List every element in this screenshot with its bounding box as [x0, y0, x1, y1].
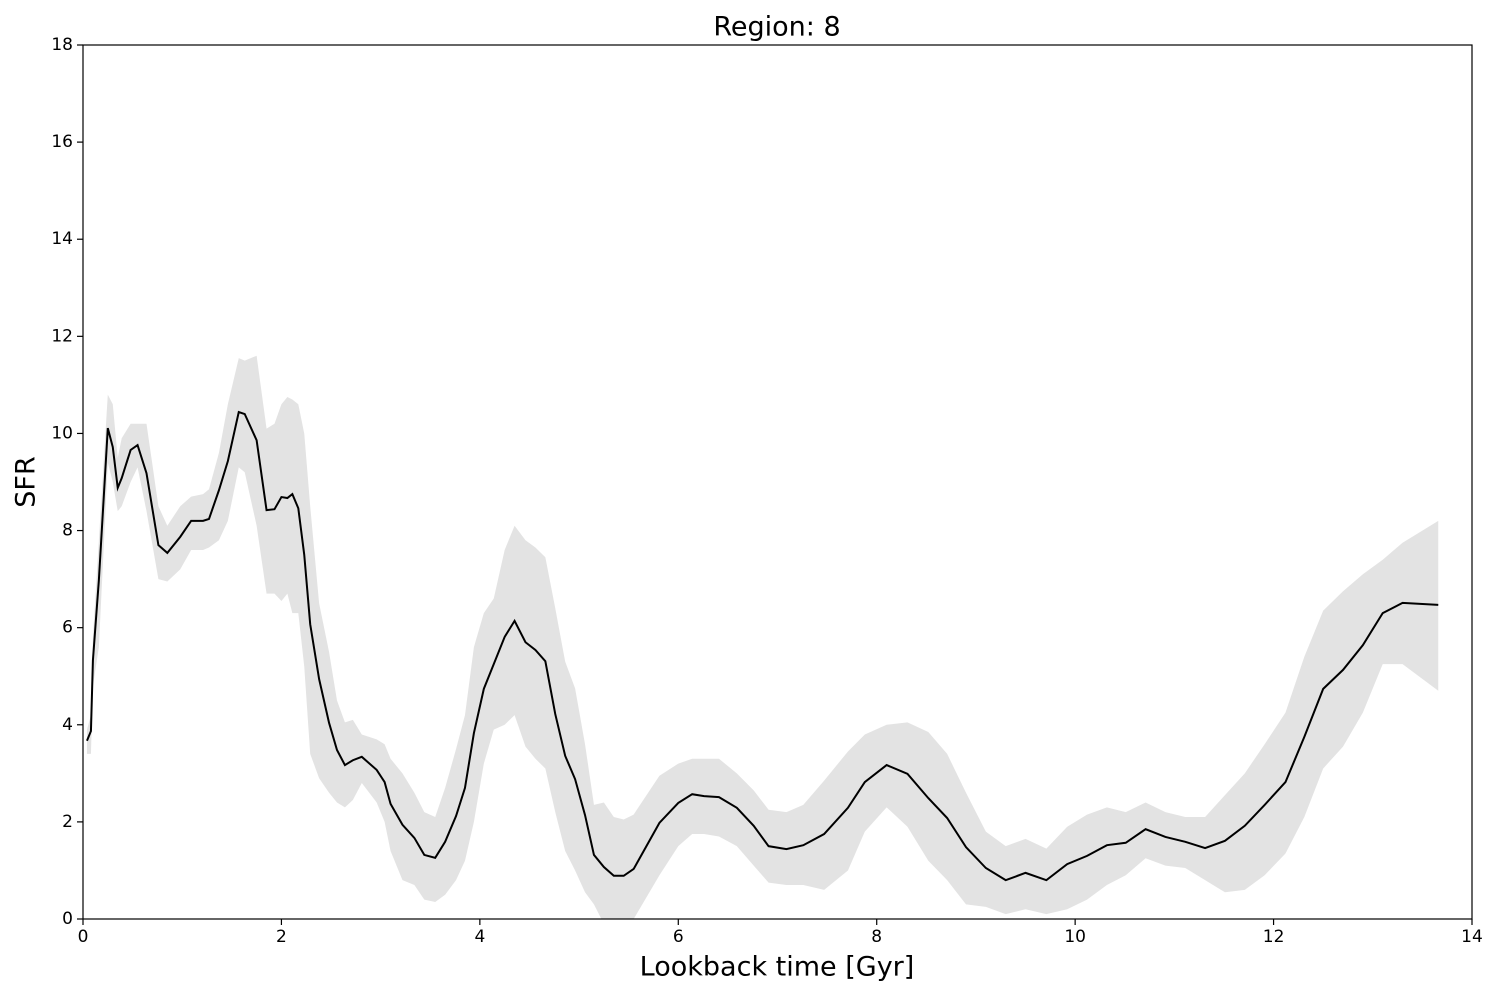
axes-frame	[82, 44, 1473, 920]
y-tick-label: 14	[51, 229, 73, 249]
y-tick-label: 10	[51, 423, 73, 443]
x-tick-label: 12	[1263, 927, 1285, 947]
x-tick-label: 2	[276, 927, 287, 947]
y-tick-label: 12	[51, 326, 73, 346]
sfr-line	[86, 410, 1439, 882]
y-tick-label: 18	[51, 35, 73, 55]
y-tick-label: 6	[62, 618, 73, 638]
y-tick-label: 8	[62, 521, 73, 541]
x-tick-label: 14	[1461, 927, 1483, 947]
y-tick-label: 16	[51, 132, 73, 152]
y-tick-label: 2	[62, 812, 73, 832]
chart-title: Region: 8	[713, 12, 840, 43]
x-tick-label: 8	[871, 927, 882, 947]
y-tick-label: 0	[62, 909, 73, 929]
uncertainty-band	[86, 355, 1439, 919]
plot-area	[86, 355, 1439, 919]
x-tick-label: 10	[1064, 927, 1086, 947]
y-axis-label: SFR	[11, 456, 42, 507]
x-tick-label: 6	[673, 927, 684, 947]
x-axis-label: Lookback time [Gyr]	[640, 952, 915, 983]
x-tick-label: 4	[474, 927, 485, 947]
y-tick-label: 4	[62, 715, 73, 735]
x-tick-label: 0	[78, 927, 89, 947]
